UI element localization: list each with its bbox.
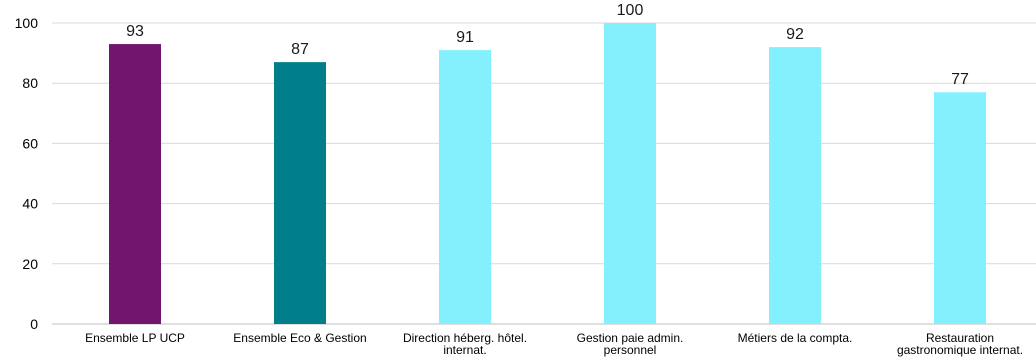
- x-axis: Ensemble LP UCP Ensemble Eco & Gestion Dir…: [85, 331, 1023, 357]
- y-tick-label: 0: [30, 316, 38, 332]
- y-axis: 0 20 40 60 80 100: [15, 15, 39, 332]
- x-tick-label-line: Gestion paie admin.: [577, 331, 684, 345]
- data-label: 91: [456, 29, 474, 46]
- bar: [934, 92, 986, 324]
- x-tick-label: Restauration gastronomique internat.: [897, 331, 1023, 357]
- x-tick-label-line: Direction héberg. hôtel.: [403, 331, 527, 345]
- y-tick-label: 20: [22, 256, 38, 272]
- bar: [604, 23, 656, 324]
- x-tick-label-line: Restauration: [926, 331, 994, 345]
- x-tick-label-line: gastronomique internat.: [897, 343, 1023, 357]
- x-tick-label-line: personnel: [604, 343, 657, 357]
- bar: [109, 44, 161, 324]
- grid-layer: [52, 22, 1036, 325]
- bar: [439, 50, 491, 325]
- x-tick-label: Métiers de la compta.: [738, 331, 853, 345]
- bar: [769, 47, 821, 325]
- data-label: 77: [951, 71, 969, 88]
- y-tick-label: 80: [22, 75, 38, 91]
- y-tick-label: 40: [22, 196, 38, 212]
- data-label: 93: [126, 23, 144, 40]
- data-label: 100: [617, 2, 644, 19]
- x-tick-label-line: Ensemble LP UCP: [85, 331, 185, 345]
- y-tick-label: 60: [22, 135, 38, 151]
- y-tick-label: 100: [15, 15, 39, 31]
- x-tick-label: Direction héberg. hôtel. internat.: [403, 331, 527, 357]
- data-labels: 93 87 91 100 92 77: [126, 2, 969, 88]
- x-tick-label-line: Métiers de la compta.: [738, 331, 853, 345]
- x-tick-label: Ensemble Eco & Gestion: [233, 331, 366, 345]
- data-label: 87: [291, 41, 309, 58]
- data-label: 92: [786, 26, 804, 43]
- bars-layer: [109, 23, 986, 325]
- x-tick-label: Ensemble LP UCP: [85, 331, 185, 345]
- bar: [274, 62, 326, 324]
- x-tick-label-line: internat.: [443, 343, 486, 357]
- x-tick-label: Gestion paie admin. personnel: [577, 331, 684, 357]
- x-tick-label-line: Ensemble Eco & Gestion: [233, 331, 366, 345]
